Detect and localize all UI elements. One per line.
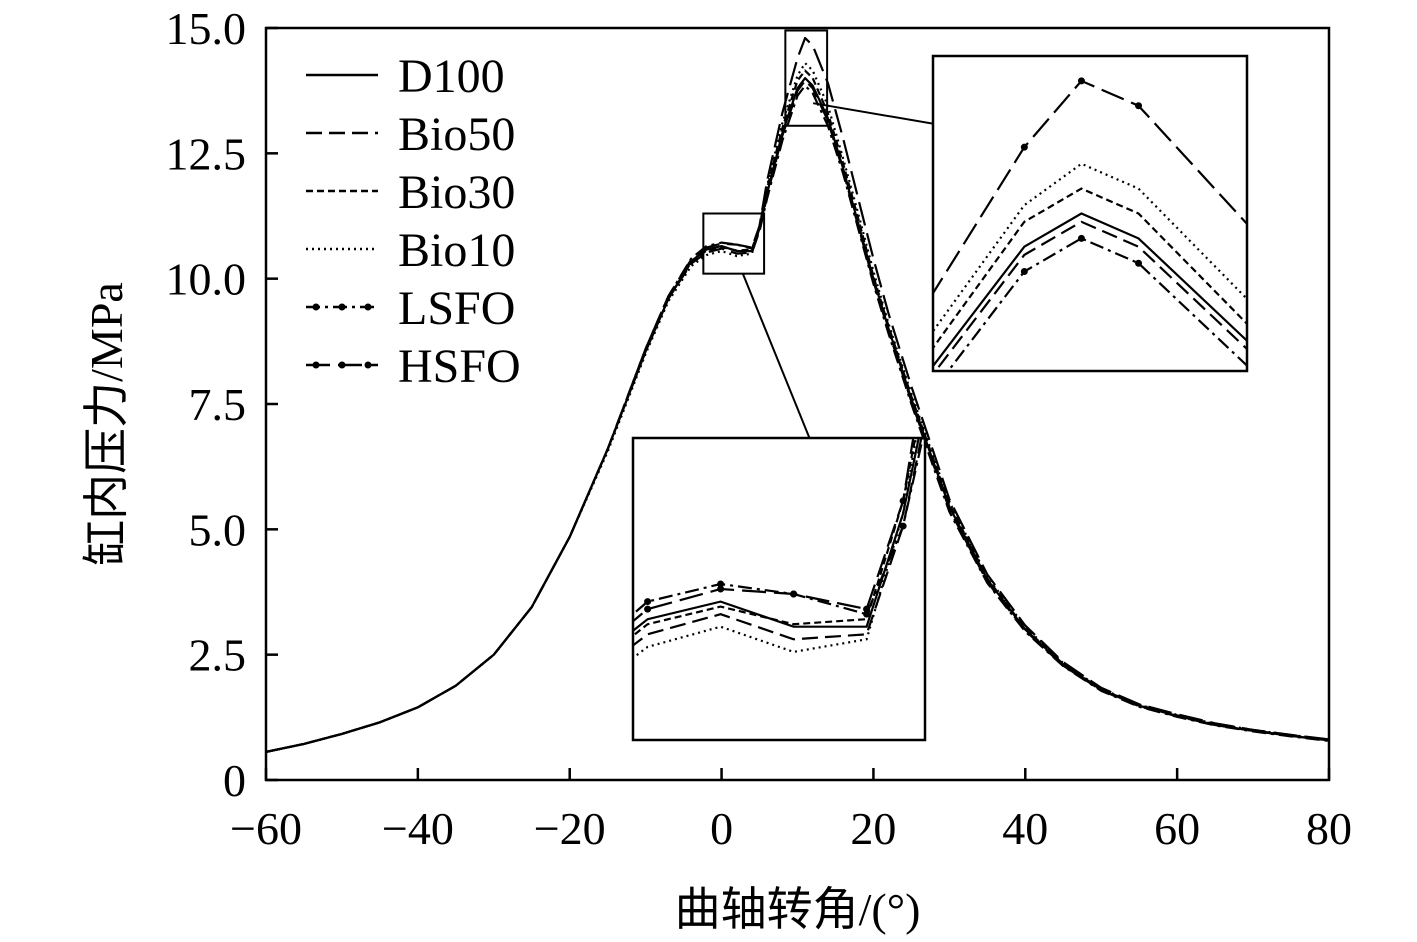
x-axis-title: 曲轴转角/(°)	[675, 884, 921, 935]
legend-label-bio10: Bio10	[398, 224, 515, 277]
peak-inset-line-bio30	[933, 187, 1247, 350]
y-tick-label: 7.5	[189, 379, 247, 430]
peak-inset-line-bio50	[934, 220, 1247, 371]
shoulder-inset-line-d100	[633, 438, 920, 633]
peak-inset-marker-lsfo	[1077, 234, 1085, 242]
shoulder-inset-marker-hsfo	[717, 585, 725, 593]
y-tick-label: 2.5	[189, 630, 247, 681]
shoulder-zoom-box	[702, 212, 766, 275]
y-tick-label: 12.5	[166, 128, 247, 179]
legend-marker-hsfo	[364, 361, 372, 369]
x-tick-label: 0	[710, 803, 733, 854]
peak-zoom-box	[784, 29, 829, 127]
shoulder-inset-marker-hsfo	[571, 666, 578, 673]
shoulder-inset-frame	[631, 436, 927, 742]
legend-marker-lsfo	[338, 303, 346, 311]
shoulder-inset-marker-hsfo	[899, 497, 907, 505]
shoulder-inset-line-bio50	[633, 438, 923, 647]
x-tick-label: −40	[382, 803, 454, 854]
shoulder-inset-marker-lsfo	[571, 661, 578, 668]
x-tick-label: −20	[534, 803, 606, 854]
legend-label-d100: D100	[398, 50, 505, 103]
peak-inset-frame	[931, 54, 1249, 373]
peak-inset-line-d100	[933, 212, 1247, 368]
peak-inset	[907, 54, 1370, 532]
series-line-hsfo	[266, 36, 1329, 753]
shoulder-inset	[571, 436, 927, 742]
shoulder-inset-line-lsfo	[633, 438, 924, 616]
shoulder-inset-marker-hsfo	[863, 605, 871, 613]
peak-inset-marker-lsfo	[1249, 368, 1256, 375]
shoulder-inset-marker-lsfo	[717, 580, 725, 588]
shoulder-inset-marker-hsfo	[790, 590, 798, 598]
shoulder-inset-line-hsfo	[633, 438, 915, 623]
legend-label-bio30: Bio30	[398, 166, 515, 219]
x-tick-label: 60	[1154, 803, 1200, 854]
shoulder-inset-marker-lsfo	[863, 610, 871, 618]
x-tick-label: 20	[850, 803, 896, 854]
peak-inset-marker-lsfo	[1020, 268, 1028, 276]
legend-label-bio50: Bio50	[398, 108, 515, 161]
peak-inset-marker-hsfo	[1135, 102, 1143, 110]
shoulder-inset-line-bio30	[633, 438, 917, 638]
shoulder-inset-marker-hsfo	[644, 605, 652, 613]
shoulder-inset-marker-lsfo	[644, 598, 652, 606]
legend-marker-lsfo	[364, 303, 372, 311]
x-tick-label: 80	[1306, 803, 1352, 854]
legend-label-hsfo: HSFO	[398, 340, 521, 393]
y-axis-title: 缸内压力/MPa	[81, 282, 132, 566]
legend-marker-lsfo	[312, 303, 320, 311]
legend-marker-hsfo	[312, 361, 320, 369]
peak-inset-marker-lsfo	[1135, 259, 1143, 267]
y-tick-label: 10.0	[166, 254, 247, 305]
y-tick-label: 0	[223, 755, 246, 806]
shoulder-inset-marker-lsfo	[899, 522, 907, 530]
legend-label-lsfo: LSFO	[398, 282, 515, 335]
peak-inset-marker-hsfo	[1363, 409, 1370, 416]
legend-marker-hsfo	[338, 361, 346, 369]
series-group	[266, 36, 1329, 753]
x-tick-label: 40	[1002, 803, 1048, 854]
y-tick-label: 15.0	[166, 3, 247, 54]
peak-inset-marker-hsfo	[1020, 143, 1028, 151]
peak-inset-marker-hsfo	[1249, 227, 1256, 234]
peak-inset-marker-hsfo	[907, 326, 914, 333]
peak-inset-marker-hsfo	[1077, 77, 1085, 85]
shoulder-zoom-arrow	[741, 273, 822, 465]
peak-inset-marker-lsfo	[907, 417, 914, 424]
peak-inset-marker-lsfo	[1363, 525, 1370, 532]
y-tick-label: 5.0	[189, 504, 247, 555]
x-tick-label: −60	[230, 803, 302, 854]
